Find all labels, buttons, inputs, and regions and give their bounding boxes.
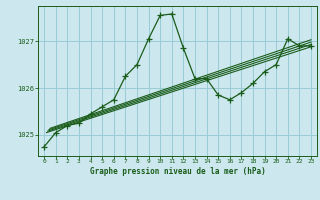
X-axis label: Graphe pression niveau de la mer (hPa): Graphe pression niveau de la mer (hPa) <box>90 167 266 176</box>
